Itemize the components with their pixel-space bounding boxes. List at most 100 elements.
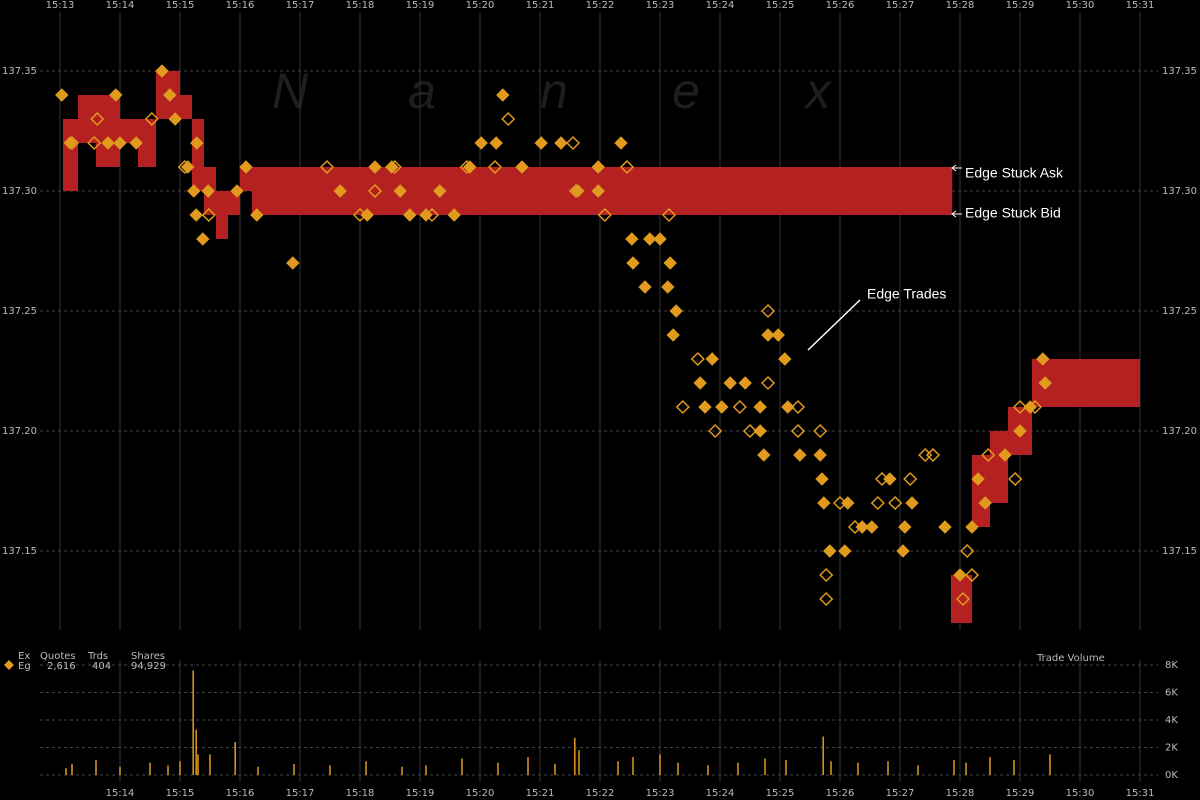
quote-spread <box>180 95 192 119</box>
trade <box>109 88 123 102</box>
quote-spread <box>951 575 972 623</box>
trade <box>778 352 792 366</box>
x-tick-label: 15:29 <box>1006 0 1035 11</box>
quote-spread <box>63 119 78 191</box>
volume-bar <box>257 766 259 775</box>
trade <box>675 399 690 415</box>
trade <box>144 111 159 127</box>
trade <box>708 423 723 439</box>
stats-cell: 94,929 <box>131 661 166 672</box>
trade <box>534 136 548 150</box>
x-tick-label: 15:24 <box>706 788 735 799</box>
y-tick-label: 137.20 <box>2 426 37 437</box>
trade <box>163 88 177 102</box>
trade <box>666 328 680 342</box>
y-tick-label: 137.30 <box>1162 186 1197 197</box>
trade <box>155 64 169 78</box>
trade <box>230 184 244 198</box>
y-tick-label: 2K <box>1165 743 1178 754</box>
volume-bar <box>830 761 832 775</box>
volume-bar <box>192 670 194 775</box>
x-tick-label: 15:21 <box>526 788 555 799</box>
x-tick-label: 15:20 <box>466 788 495 799</box>
volume-bar <box>497 762 499 775</box>
trade <box>832 495 848 511</box>
trade <box>55 88 69 102</box>
trade <box>393 184 407 198</box>
trade <box>1008 471 1023 487</box>
y-tick-label: 6K <box>1165 688 1178 699</box>
x-tick-label: 15:16 <box>226 0 255 11</box>
trade <box>898 520 912 534</box>
trade <box>738 376 752 390</box>
trade <box>447 208 461 222</box>
volume-bar <box>965 762 967 775</box>
trade <box>385 160 399 174</box>
quote-spread <box>120 119 138 143</box>
trade <box>433 184 447 198</box>
volume-bar <box>425 765 427 775</box>
arrow <box>951 210 962 218</box>
x-tick-label: 15:31 <box>1126 788 1155 799</box>
x-tick-label: 15:15 <box>166 0 195 11</box>
stats-cell: Eg <box>18 661 31 672</box>
x-tick-label: 15:17 <box>286 788 315 799</box>
x-tick-label: 15:22 <box>586 788 615 799</box>
trade <box>571 184 585 198</box>
stats: Ex Quotes Trds Shares Eg 2,616 404 94,92… <box>4 651 1105 672</box>
trade <box>865 520 879 534</box>
trade <box>841 496 855 510</box>
volume-bar <box>578 750 580 775</box>
volume-bar <box>737 762 739 775</box>
watermark-letter: n <box>540 63 568 119</box>
volume-bar <box>917 765 919 775</box>
volume-bar <box>179 761 181 775</box>
trade <box>501 111 516 127</box>
trade <box>190 136 204 150</box>
y-tick-label: 137.25 <box>2 306 37 317</box>
trade <box>625 232 639 246</box>
x-tick-label: 15:17 <box>286 0 315 11</box>
volume-bar <box>209 754 211 775</box>
trade <box>63 136 77 150</box>
trade <box>187 184 201 198</box>
trade <box>723 376 737 390</box>
grid <box>40 12 1158 782</box>
trade <box>90 111 105 127</box>
trade <box>196 232 210 246</box>
trade <box>925 447 941 463</box>
trade <box>998 448 1012 462</box>
x-tick-label: 15:21 <box>526 0 555 11</box>
y-tick-label: 137.15 <box>2 546 37 557</box>
trade <box>113 136 127 150</box>
trade <box>781 400 795 414</box>
volume-bar <box>822 736 824 775</box>
annotations: Edge Stuck Ask Edge Stuck Bid Edge Trade… <box>807 164 1064 351</box>
trade <box>101 136 115 150</box>
volume-bar <box>329 765 331 775</box>
trade <box>760 375 776 391</box>
y-tick-label: 137.30 <box>2 186 37 197</box>
y-tick-label: 137.35 <box>1162 66 1197 77</box>
trade <box>874 471 890 487</box>
volume-bar <box>857 762 859 775</box>
x-tick-label: 15:16 <box>226 788 255 799</box>
trade <box>971 472 985 486</box>
x-tick-label: 15:15 <box>166 788 195 799</box>
trade <box>387 159 402 175</box>
y-tick-label: 137.20 <box>1162 426 1197 437</box>
volume-bar <box>167 765 169 775</box>
y-tick-label: 8K <box>1165 660 1178 671</box>
trade <box>1038 376 1052 390</box>
trade <box>653 232 667 246</box>
x-tick-label: 15:18 <box>346 788 375 799</box>
trade <box>819 567 834 583</box>
trade <box>896 544 910 558</box>
trade <box>693 376 707 390</box>
quote-spread <box>78 95 96 143</box>
trade <box>403 208 417 222</box>
trade <box>201 207 216 223</box>
trade <box>661 280 675 294</box>
